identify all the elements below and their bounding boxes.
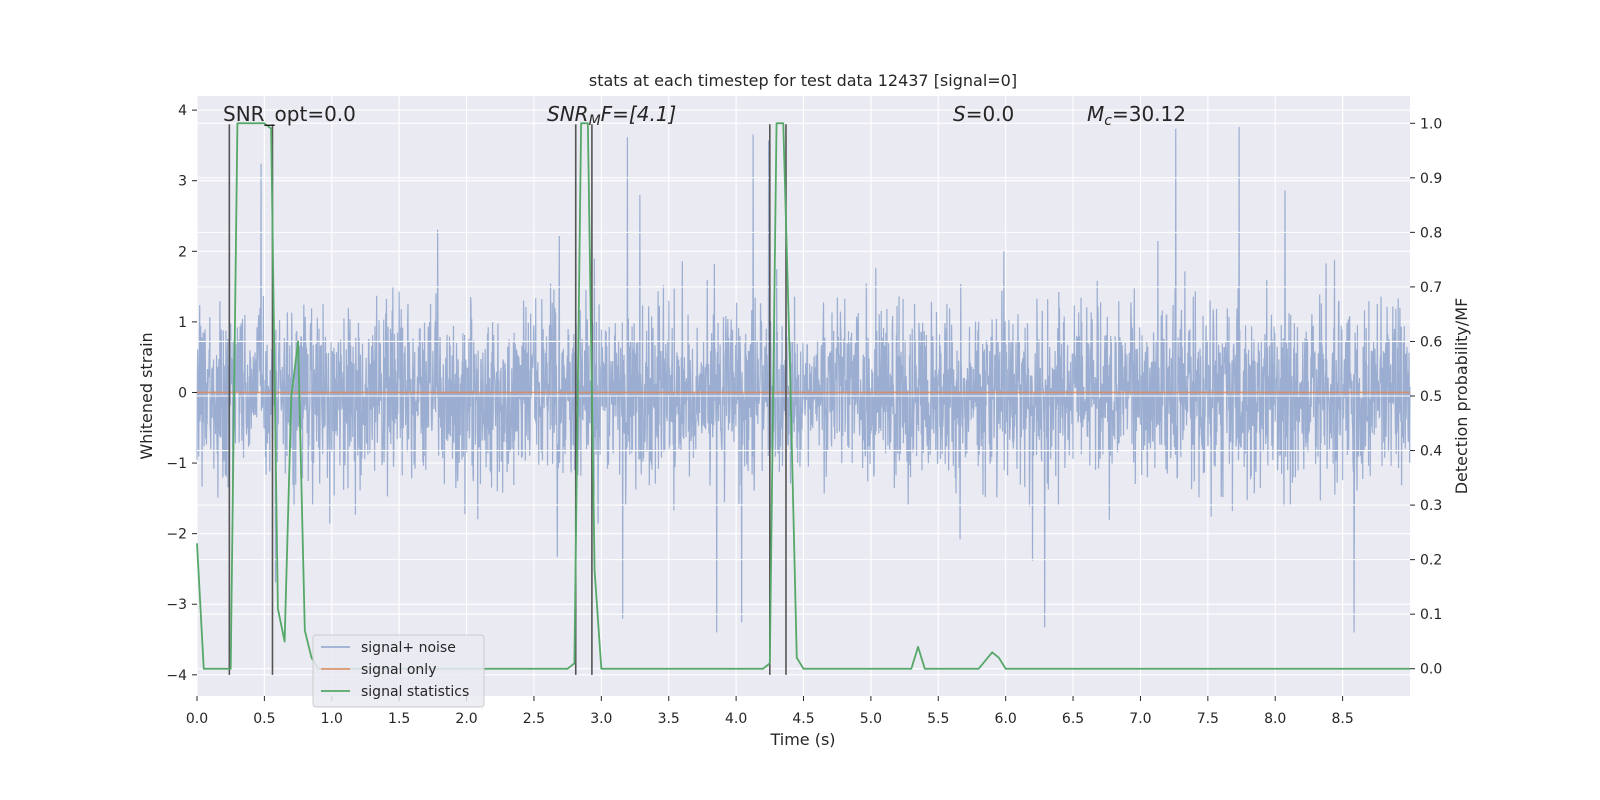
y2-tick-label: 0.9 <box>1420 171 1442 187</box>
y-tick-label: −4 <box>166 668 187 684</box>
y2-tick-label: 0.3 <box>1420 498 1442 514</box>
x-axis-ticks: 0.0 0.5 1.0 1.5 2.0 2.5 3.0 3.5 4.0 4.5 5.0 5.5 6.0 6… <box>186 696 1354 727</box>
y2-tick-label: 0.8 <box>1420 225 1442 241</box>
y2-axis-ticks: 0.0 0.1 0.2 0.3 0.4 0.5 0.6 0.7 0.8 0.9 1.0 <box>1410 116 1442 678</box>
chart-title: stats at each timestep for test data 124… <box>589 71 1017 90</box>
annotation-snr-mf: SNRMF=[4.1] <box>547 102 676 129</box>
annotation-mc-sub: c <box>1104 113 1112 129</box>
annotation-snr-mf-rest: F=[4.1] <box>601 102 677 126</box>
y-tick-label: −3 <box>166 597 187 613</box>
annotation-snr-opt: SNR_opt=0.0 <box>223 102 356 126</box>
y2-tick-label: 0.7 <box>1420 280 1442 296</box>
x-tick-label: 2.0 <box>455 711 477 727</box>
x-axis-label: Time (s) <box>769 730 835 749</box>
x-tick-label: 3.0 <box>590 711 612 727</box>
legend-box <box>312 634 485 708</box>
series-signal-noise <box>196 122 1411 670</box>
y2-tick-label: 0.5 <box>1420 389 1442 405</box>
x-tick-label: 7.0 <box>1129 711 1151 727</box>
annotation-mc-main: M <box>1087 102 1104 126</box>
y2-tick-label: 0.2 <box>1420 553 1442 569</box>
x-tick-label: 6.5 <box>1062 711 1084 727</box>
annotation-s-main: S <box>953 102 966 126</box>
x-tick-label: 3.5 <box>658 711 680 727</box>
x-tick-label: 0.0 <box>186 711 208 727</box>
y-tick-label: 2 <box>178 244 187 260</box>
y-tick-label: 4 <box>178 103 187 119</box>
y2-tick-label: 1.0 <box>1420 116 1442 132</box>
y-axis-label: Whitened strain <box>137 332 156 459</box>
x-tick-label: 8.5 <box>1331 711 1353 727</box>
x-tick-label: 0.5 <box>253 711 275 727</box>
y-tick-label: 0 <box>178 385 187 401</box>
y2-tick-label: 0.1 <box>1420 607 1442 623</box>
legend-label-signal-noise: signal+ noise <box>361 640 456 656</box>
x-tick-label: 2.5 <box>523 711 545 727</box>
x-tick-label: 7.5 <box>1197 711 1219 727</box>
y2-axis-label: Detection probability/MF <box>1452 298 1471 495</box>
y2-tick-label: 0.0 <box>1420 662 1442 678</box>
noise-line <box>196 126 1411 633</box>
y-tick-label: −2 <box>166 527 187 543</box>
annotation-snr-mf-sub: M <box>589 113 601 129</box>
annotation-snr-mf-main: SNR <box>547 102 589 126</box>
annotation-s: S=0.0 <box>953 102 1014 126</box>
y-tick-label: 1 <box>178 315 187 331</box>
x-tick-label: 4.0 <box>725 711 747 727</box>
y2-tick-label: 0.4 <box>1420 444 1442 460</box>
x-tick-label: 5.5 <box>927 711 949 727</box>
legend-label-signal-statistics: signal statistics <box>361 684 469 700</box>
x-tick-label: 4.5 <box>792 711 814 727</box>
series-signal-statistics <box>196 122 1410 670</box>
x-tick-label: 1.5 <box>388 711 410 727</box>
x-tick-label: 1.0 <box>321 711 343 727</box>
y-tick-label: 3 <box>178 174 187 190</box>
annotation-mc: Mc=30.12 <box>1087 102 1186 129</box>
y-axis-ticks: −4 −3 −2 −1 0 1 2 3 4 <box>166 103 197 684</box>
annotation-s-rest: =0.0 <box>966 102 1015 126</box>
x-tick-label: 6.0 <box>995 711 1017 727</box>
x-tick-label: 5.0 <box>860 711 882 727</box>
legend: signal+ noise signal only signal statist… <box>312 634 485 708</box>
y2-tick-label: 0.6 <box>1420 334 1442 350</box>
annotation-mc-rest: =30.12 <box>1112 102 1186 126</box>
x-tick-label: 8.0 <box>1264 711 1286 727</box>
y-tick-label: −1 <box>166 456 187 472</box>
legend-label-signal-only: signal only <box>361 662 436 678</box>
signal-statistics-line <box>196 122 1410 670</box>
